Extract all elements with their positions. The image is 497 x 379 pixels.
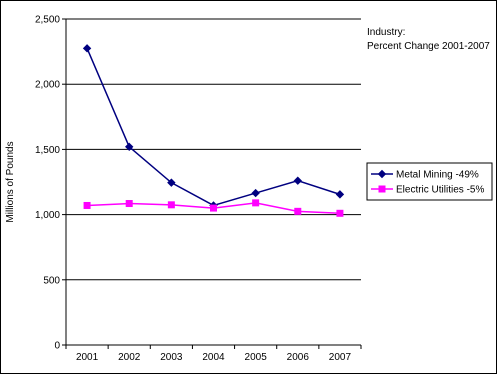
series-lines bbox=[82, 44, 345, 217]
data-point bbox=[251, 188, 260, 198]
legend-box bbox=[366, 162, 493, 201]
annotation-line-2: Percent Change 2001-2007 bbox=[367, 41, 490, 52]
data-point bbox=[335, 190, 345, 199]
x-tick-label: 2001 bbox=[76, 352, 99, 363]
data-point bbox=[210, 204, 217, 212]
y-tick-label: 1,500 bbox=[35, 145, 60, 156]
legend-item: Metal Mining -49% bbox=[371, 170, 479, 181]
data-point bbox=[125, 200, 133, 208]
legend: Metal Mining -49% Electric Utilities -5% bbox=[366, 162, 493, 201]
data-point bbox=[167, 178, 176, 187]
x-tick-label: 2006 bbox=[287, 352, 310, 363]
data-point bbox=[82, 44, 92, 53]
series-2 bbox=[83, 199, 344, 217]
y-tick-label: 2,000 bbox=[35, 80, 60, 91]
legend-swatch-marker bbox=[377, 169, 387, 179]
data-point bbox=[336, 209, 344, 217]
x-tick-label: 2003 bbox=[160, 352, 183, 363]
data-point bbox=[125, 142, 134, 151]
legend-swatch-marker bbox=[378, 185, 386, 193]
y-tick-labels: 0 500 1,000 1,500 2,000 2,500 bbox=[35, 15, 60, 352]
data-point bbox=[167, 201, 175, 209]
y-tick-label: 1,000 bbox=[35, 210, 60, 221]
axes bbox=[62, 18, 362, 349]
y-tick-label: 2,500 bbox=[35, 15, 60, 26]
data-point bbox=[293, 176, 302, 185]
legend-label: Electric Utilities -5% bbox=[396, 185, 484, 196]
y-tick-label: 0 bbox=[54, 341, 60, 352]
legend-item: Electric Utilities -5% bbox=[371, 185, 484, 196]
gridlines bbox=[66, 18, 361, 281]
data-point bbox=[294, 207, 302, 215]
y-tick-label: 500 bbox=[43, 275, 60, 286]
x-tick-label: 2002 bbox=[118, 352, 141, 363]
y-axis-label: Millions of Pounds bbox=[5, 141, 16, 222]
annotation-line-1: Industry: bbox=[367, 27, 405, 38]
legend-label: Metal Mining -49% bbox=[396, 170, 479, 181]
x-tick-labels: 2001 2002 2003 2004 2005 2006 2007 bbox=[76, 352, 352, 363]
x-tick-label: 2004 bbox=[202, 352, 225, 363]
data-point bbox=[252, 199, 260, 207]
x-tick-label: 2005 bbox=[245, 352, 268, 363]
data-point bbox=[83, 201, 91, 209]
x-tick-label: 2007 bbox=[329, 352, 352, 363]
